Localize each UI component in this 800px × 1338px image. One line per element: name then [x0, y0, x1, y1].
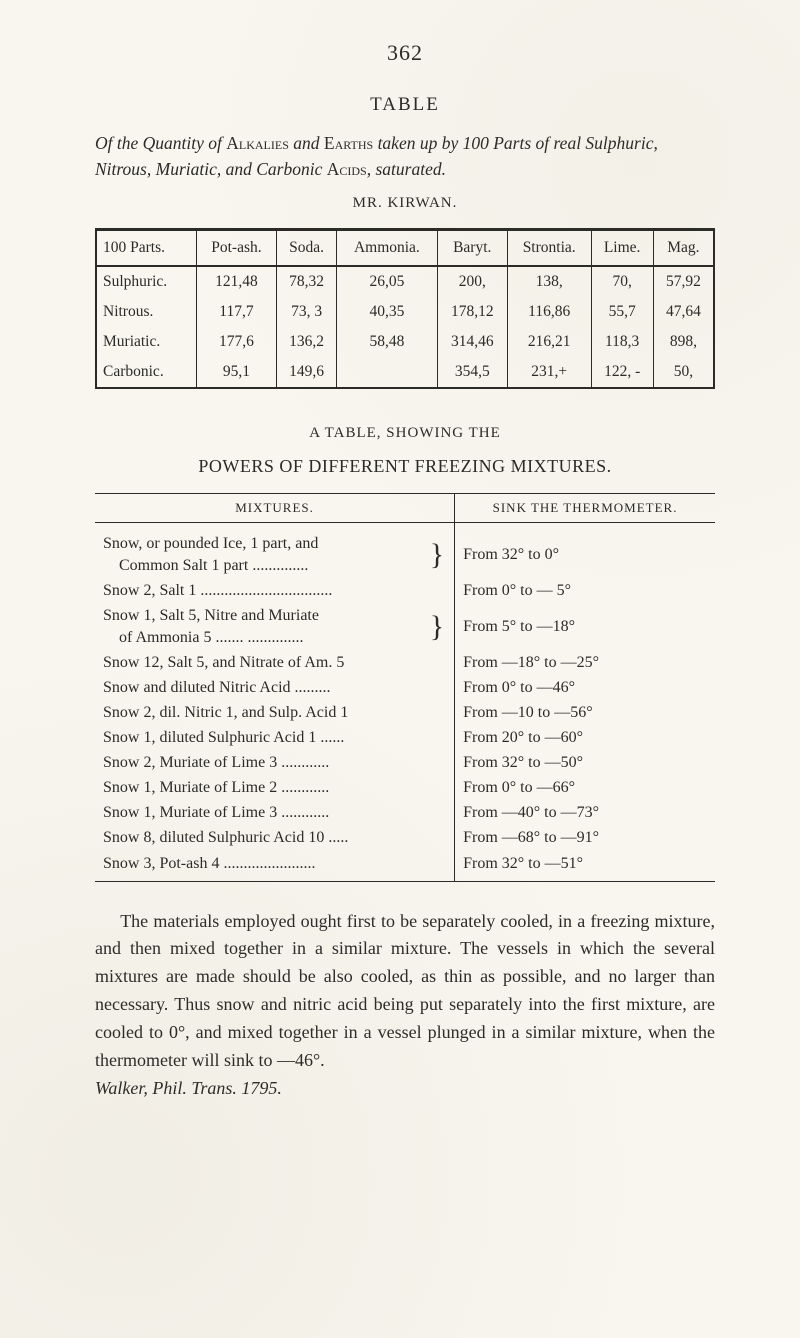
table-cell: 149,6 [277, 357, 337, 388]
table-cell: 47,64 [653, 297, 714, 327]
table-row: Snow 2, dil. Nitric 1, and Sulp. Acid 1F… [95, 701, 715, 726]
table-row: Snow 2, Salt 1 .........................… [95, 578, 715, 603]
table-cell: Carbonic. [96, 357, 196, 388]
table-row: Muriatic.177,6136,258,48314,46216,21118,… [96, 327, 714, 357]
table-cell: 121,48 [196, 266, 276, 297]
sink-cell: From —18° to —25° [455, 650, 715, 675]
freezing-mixtures-table: MIXTURES. SINK THE THERMOMETER. Snow, or… [95, 493, 715, 882]
mixture-cell: Snow 1, Muriate of Lime 2 ............ [95, 776, 455, 801]
table-row: Snow 1, Salt 5, Nitre and Muriate of Amm… [95, 603, 715, 650]
table-row: Snow 1, diluted Sulphuric Acid 1 ......F… [95, 726, 715, 751]
table-row: Snow and diluted Nitric Acid .........Fr… [95, 675, 715, 700]
citation: Walker, Phil. Trans. 1795. [95, 1078, 282, 1098]
table-row: Snow 2, Muriate of Lime 3 ............Fr… [95, 751, 715, 776]
sink-cell: From 32° to —51° [455, 851, 715, 881]
table-cell: 138, [507, 266, 591, 297]
mixture-cell: Snow 12, Salt 5, and Nitrate of Am. 5 [95, 650, 455, 675]
mixture-cell: Snow 1, Salt 5, Nitre and Muriate of Amm… [95, 603, 455, 650]
table-cell: 118,3 [591, 327, 653, 357]
sink-cell: From —10 to —56° [455, 701, 715, 726]
table-cell: 200, [437, 266, 507, 297]
table-cell: 136,2 [277, 327, 337, 357]
table-cell: Muriatic. [96, 327, 196, 357]
mixture-cell: Snow, or pounded Ice, 1 part, and Common… [95, 522, 455, 578]
table-row: Snow 1, Muriate of Lime 2 ............Fr… [95, 776, 715, 801]
column-header: MIXTURES. [95, 493, 455, 522]
sink-cell: From 32° to 0° [455, 522, 715, 578]
table-row: Nitrous.117,773, 340,35178,12116,8655,74… [96, 297, 714, 327]
table-cell: 898, [653, 327, 714, 357]
table-cell: 26,05 [337, 266, 438, 297]
sink-cell: From 20° to —60° [455, 726, 715, 751]
subheading: A TABLE, SHOWING THE [95, 425, 715, 442]
author-line: MR. KIRWAN. [95, 195, 715, 212]
body-paragraph: The materials employed ought first to be… [95, 908, 715, 1103]
table-cell [337, 357, 438, 388]
table-row: Snow 3, Pot-ash 4 ......................… [95, 851, 715, 881]
table-row: Snow 12, Salt 5, and Nitrate of Am. 5Fro… [95, 650, 715, 675]
table-cell: 216,21 [507, 327, 591, 357]
table-cell: 78,32 [277, 266, 337, 297]
mixture-cell: Snow 3, Pot-ash 4 ......................… [95, 851, 455, 881]
mixture-cell: Snow 2, dil. Nitric 1, and Sulp. Acid 1 [95, 701, 455, 726]
column-header: Baryt. [437, 229, 507, 266]
table-cell: 354,5 [437, 357, 507, 388]
table-row: Snow 1, Muriate of Lime 3 ............Fr… [95, 801, 715, 826]
column-header: Lime. [591, 229, 653, 266]
table-cell: 122, - [591, 357, 653, 388]
table-cell: 58,48 [337, 327, 438, 357]
sink-cell: From —68° to —91° [455, 826, 715, 851]
column-header: Soda. [277, 229, 337, 266]
table-cell: 178,12 [437, 297, 507, 327]
table-cell: Sulphuric. [96, 266, 196, 297]
powers-heading: POWERS OF DIFFERENT FREEZING MIXTURES. [95, 456, 715, 477]
mixture-cell: Snow 2, Muriate of Lime 3 ............ [95, 751, 455, 776]
table-heading: TABLE [95, 94, 715, 116]
page-number: 362 [95, 40, 715, 66]
table-cell: 50, [653, 357, 714, 388]
sink-cell: From 0° to —66° [455, 776, 715, 801]
table-cell: 117,7 [196, 297, 276, 327]
acids-table: 100 Parts.Pot-ash.Soda.Ammonia.Baryt.Str… [95, 228, 715, 389]
table-cell: 177,6 [196, 327, 276, 357]
sink-cell: From —40° to —73° [455, 801, 715, 826]
table-cell: 116,86 [507, 297, 591, 327]
table-row: Snow, or pounded Ice, 1 part, and Common… [95, 522, 715, 578]
column-header: Pot-ash. [196, 229, 276, 266]
column-header: Mag. [653, 229, 714, 266]
table-cell: 57,92 [653, 266, 714, 297]
mixture-cell: Snow and diluted Nitric Acid ......... [95, 675, 455, 700]
table-caption: Of the Quantity of Alkalies and Earths t… [95, 130, 715, 183]
mixture-cell: Snow 1, diluted Sulphuric Acid 1 ...... [95, 726, 455, 751]
table-row: Snow 8, diluted Sulphuric Acid 10 .....F… [95, 826, 715, 851]
mixture-cell: Snow 8, diluted Sulphuric Acid 10 ..... [95, 826, 455, 851]
table-cell: 231,+ [507, 357, 591, 388]
column-header: Strontia. [507, 229, 591, 266]
table-cell: Nitrous. [96, 297, 196, 327]
table-cell: 40,35 [337, 297, 438, 327]
table-row: Sulphuric.121,4878,3226,05200,138,70,57,… [96, 266, 714, 297]
sink-cell: From 32° to —50° [455, 751, 715, 776]
column-header: SINK THE THERMOMETER. [455, 493, 715, 522]
table-cell: 95,1 [196, 357, 276, 388]
sink-cell: From 0° to —46° [455, 675, 715, 700]
sink-cell: From 0° to — 5° [455, 578, 715, 603]
table-cell: 55,7 [591, 297, 653, 327]
column-header: Ammonia. [337, 229, 438, 266]
sink-cell: From 5° to —18° [455, 603, 715, 650]
table-cell: 70, [591, 266, 653, 297]
mixture-cell: Snow 2, Salt 1 .........................… [95, 578, 455, 603]
table-cell: 73, 3 [277, 297, 337, 327]
table-cell: 314,46 [437, 327, 507, 357]
column-header: 100 Parts. [96, 229, 196, 266]
table-row: Carbonic.95,1149,6 354,5231,+122, -50, [96, 357, 714, 388]
mixture-cell: Snow 1, Muriate of Lime 3 ............ [95, 801, 455, 826]
